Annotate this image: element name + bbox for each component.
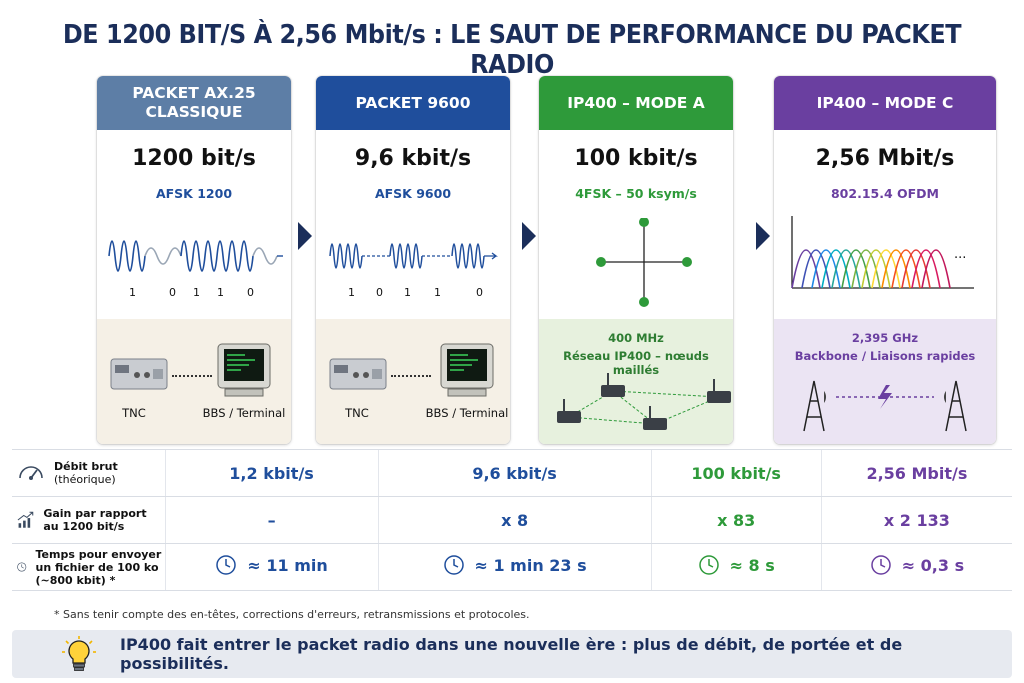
clock-icon bbox=[698, 555, 719, 575]
card-header: PACKET 9600 bbox=[316, 76, 510, 130]
card-header: IP400 – MODE C bbox=[774, 76, 996, 130]
card-header: IP400 – MODE A bbox=[539, 76, 733, 130]
4fsk-constellation bbox=[596, 218, 692, 307]
arrow-right-icon bbox=[522, 222, 536, 250]
device-panel: TNC BBS / Terminal bbox=[316, 319, 510, 444]
value-cell: ≈ 1 min 23 s bbox=[377, 543, 652, 591]
bit-label: 0 bbox=[476, 286, 483, 299]
lightbulb-icon bbox=[62, 636, 96, 671]
device-label-bbs: BBS / Terminal bbox=[425, 406, 509, 420]
card-rate: 9,6 kbit/s bbox=[354, 146, 472, 171]
bbs-terminal-icon bbox=[217, 343, 271, 397]
row-label-main: Gain par rapport au 1200 bit/s bbox=[43, 507, 147, 533]
value-cell: ≈ 0,3 s bbox=[820, 543, 1012, 591]
bit-label: 1 bbox=[434, 286, 441, 299]
card-packet-ax25: PACKET AX.25 CLASSIQUE 1200 bit/s AFSK 1… bbox=[97, 76, 291, 444]
comparison-table: Débit brut (théorique) 1,2 kbit/s 9,6 kbi… bbox=[12, 449, 1012, 591]
row-label: Gain par rapport au 1200 bit/s bbox=[12, 496, 165, 544]
ofdm-spectrum: ... bbox=[791, 216, 974, 289]
tnc-device-icon bbox=[329, 358, 387, 390]
card-header: PACKET AX.25 CLASSIQUE bbox=[97, 76, 291, 130]
gauge-icon bbox=[19, 466, 43, 480]
duration-value: ≈ 8 s bbox=[729, 555, 775, 575]
value-cell: x 8 bbox=[377, 496, 652, 544]
value-cell: 9,6 kbit/s bbox=[377, 449, 652, 497]
duration-value: ≈ 0,3 s bbox=[901, 555, 965, 575]
clock-icon bbox=[443, 555, 464, 575]
duration-value: ≈ 11 min bbox=[247, 555, 328, 575]
bbs-terminal-icon bbox=[440, 343, 494, 397]
bit-label: 1 bbox=[348, 286, 355, 299]
conclusion-banner: IP400 fait entrer le packet radio dans u… bbox=[12, 630, 1012, 678]
bit-label: 0 bbox=[376, 286, 383, 299]
clock-icon bbox=[216, 555, 237, 575]
device-label-bbs: BBS / Terminal bbox=[202, 406, 286, 420]
footnote: * Sans tenir compte des en-têtes, correc… bbox=[54, 608, 530, 621]
bit-label: 1 bbox=[217, 286, 224, 299]
afsk-waveform: 1 0 1 1 0 bbox=[108, 240, 283, 299]
card-modulation: 802.15.4 OFDM bbox=[830, 186, 939, 201]
arrow-right-icon bbox=[298, 222, 312, 250]
value-cell: ≈ 8 s bbox=[650, 543, 822, 591]
row-label: Temps pour envoyer un fichier de 100 ko … bbox=[12, 543, 165, 591]
band-label: 2,395 GHz bbox=[851, 331, 919, 345]
mesh-panel: 400 MHz Réseau IP400 – nœuds maillés bbox=[539, 319, 733, 444]
card-rate: 2,56 Mbit/s bbox=[815, 146, 955, 171]
bit-label: 1 bbox=[129, 286, 136, 299]
table-row: Gain par rapport au 1200 bit/s – x 8 x 8… bbox=[12, 496, 1012, 544]
value-cell: – bbox=[164, 496, 379, 544]
band-label: 400 MHz bbox=[608, 331, 664, 345]
table-row: Temps pour envoyer un fichier de 100 ko … bbox=[12, 543, 1012, 591]
duration-value: ≈ 1 min 23 s bbox=[474, 555, 587, 575]
spectrum-ellipsis: ... bbox=[954, 247, 966, 262]
bit-label: 0 bbox=[169, 286, 176, 299]
growth-chart-icon bbox=[17, 511, 34, 528]
afsk-waveform: 1 0 1 1 0 bbox=[329, 243, 498, 299]
card-rate: 1200 bit/s bbox=[132, 146, 256, 171]
card-modulation: AFSK 9600 bbox=[374, 186, 452, 201]
clock-icon bbox=[17, 562, 27, 572]
device-label-tnc: TNC bbox=[122, 406, 146, 420]
row-label: Débit brut (théorique) bbox=[12, 449, 165, 497]
card-ip400-mode-c: IP400 – MODE C 2,56 Mbit/s 802.15.4 OFDM… bbox=[774, 76, 996, 444]
backbone-panel: 2,395 GHz Backbone / Liaisons rapides bbox=[774, 319, 996, 444]
row-label-main: Débit brut bbox=[54, 460, 118, 473]
row-label-main: Temps pour envoyer un fichier de 100 ko … bbox=[35, 547, 162, 587]
backbone-link-icon bbox=[803, 380, 967, 432]
bit-label: 1 bbox=[193, 286, 200, 299]
card-rate: 100 kbit/s bbox=[574, 146, 698, 171]
bit-label: 0 bbox=[247, 286, 254, 299]
value-cell: 100 kbit/s bbox=[650, 449, 822, 497]
value-cell: x 2 133 bbox=[820, 496, 1012, 544]
bit-label: 1 bbox=[404, 286, 411, 299]
device-panel: TNC BBS / Terminal bbox=[97, 319, 291, 444]
arrow-right-icon bbox=[756, 222, 770, 250]
card-modulation: AFSK 1200 bbox=[155, 186, 233, 201]
card-modulation: 4FSK – 50 ksym/s bbox=[575, 186, 697, 201]
network-label: Backbone / Liaisons rapides bbox=[794, 349, 976, 363]
tnc-device-icon bbox=[110, 358, 168, 390]
value-cell: ≈ 11 min bbox=[164, 543, 379, 591]
device-label-tnc: TNC bbox=[345, 406, 369, 420]
clock-icon bbox=[870, 555, 891, 575]
value-cell: 2,56 Mbit/s bbox=[820, 449, 1012, 497]
row-label-sub: (théorique) bbox=[54, 473, 116, 486]
card-packet-9600: PACKET 9600 9,6 kbit/s AFSK 9600 1 0 1 1… bbox=[316, 76, 510, 444]
table-row: Débit brut (théorique) 1,2 kbit/s 9,6 kbi… bbox=[12, 449, 1012, 497]
banner-text: IP400 fait entrer le packet radio dans u… bbox=[120, 635, 903, 673]
network-label: Réseau IP400 – nœuds maillés bbox=[563, 349, 709, 377]
value-cell: 1,2 kbit/s bbox=[164, 449, 379, 497]
page-title: DE 1200 BIT/S À 2,56 Mbit/s : LE SAUT DE… bbox=[62, 20, 962, 80]
value-cell: x 83 bbox=[650, 496, 822, 544]
card-ip400-mode-a: IP400 – MODE A 100 kbit/s 4FSK – 50 ksym… bbox=[539, 76, 733, 444]
mesh-nodes-icon bbox=[557, 373, 731, 430]
